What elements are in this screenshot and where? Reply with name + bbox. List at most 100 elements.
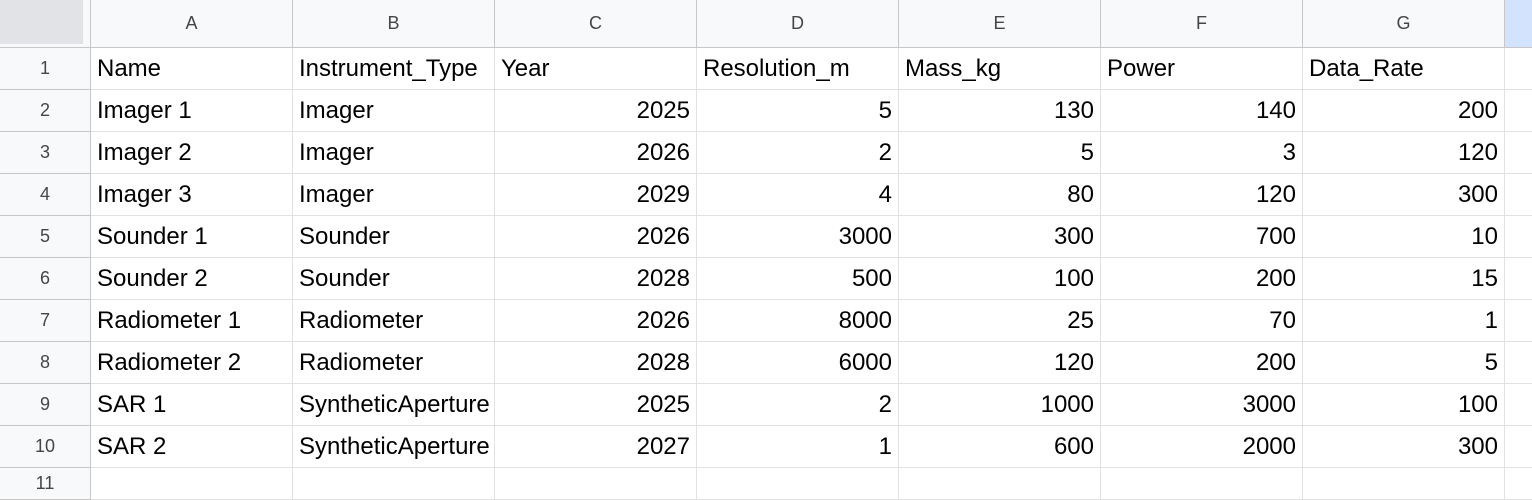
cell-d5[interactable]: 3000	[697, 216, 899, 258]
cell-g1[interactable]: Data_Rate	[1303, 48, 1505, 90]
cell-a1[interactable]: Name	[91, 48, 293, 90]
row-header-2[interactable]: 2	[0, 90, 91, 132]
column-header-b[interactable]: B	[293, 0, 495, 48]
cell-f9[interactable]: 3000	[1101, 384, 1303, 426]
cell-e9[interactable]: 1000	[899, 384, 1101, 426]
cell-g5[interactable]: 10	[1303, 216, 1505, 258]
cell-c1[interactable]: Year	[495, 48, 697, 90]
row-stub	[1505, 174, 1532, 216]
cell-c11[interactable]	[495, 468, 697, 500]
row-header-4[interactable]: 4	[0, 174, 91, 216]
cell-a3[interactable]: Imager 2	[91, 132, 293, 174]
cell-c5[interactable]: 2026	[495, 216, 697, 258]
cell-f2[interactable]: 140	[1101, 90, 1303, 132]
cell-f11[interactable]	[1101, 468, 1303, 500]
row-header-10[interactable]: 10	[0, 426, 91, 468]
corner-marker	[0, 0, 83, 44]
cell-c10[interactable]: 2027	[495, 426, 697, 468]
cell-c7[interactable]: 2026	[495, 300, 697, 342]
cell-g8[interactable]: 5	[1303, 342, 1505, 384]
cell-b4[interactable]: Imager	[293, 174, 495, 216]
cell-e11[interactable]	[899, 468, 1101, 500]
cell-d10[interactable]: 1	[697, 426, 899, 468]
column-header-d[interactable]: D	[697, 0, 899, 48]
cell-a9[interactable]: SAR 1	[91, 384, 293, 426]
cell-f4[interactable]: 120	[1101, 174, 1303, 216]
cell-e7[interactable]: 25	[899, 300, 1101, 342]
cell-g10[interactable]: 300	[1303, 426, 1505, 468]
cell-g4[interactable]: 300	[1303, 174, 1505, 216]
cell-g7[interactable]: 1	[1303, 300, 1505, 342]
cell-a11[interactable]	[91, 468, 293, 500]
cell-g9[interactable]: 100	[1303, 384, 1505, 426]
cell-c8[interactable]: 2028	[495, 342, 697, 384]
row-header-8[interactable]: 8	[0, 342, 91, 384]
cell-d9[interactable]: 2	[697, 384, 899, 426]
cell-d11[interactable]	[697, 468, 899, 500]
cell-e4[interactable]: 80	[899, 174, 1101, 216]
cell-e1[interactable]: Mass_kg	[899, 48, 1101, 90]
cell-g3[interactable]: 120	[1303, 132, 1505, 174]
cell-c6[interactable]: 2028	[495, 258, 697, 300]
cell-e6[interactable]: 100	[899, 258, 1101, 300]
cell-d2[interactable]: 5	[697, 90, 899, 132]
cell-b7[interactable]: Radiometer	[293, 300, 495, 342]
cell-a10[interactable]: SAR 2	[91, 426, 293, 468]
column-header-e[interactable]: E	[899, 0, 1101, 48]
column-header-c[interactable]: C	[495, 0, 697, 48]
cell-a6[interactable]: Sounder 2	[91, 258, 293, 300]
cell-c2[interactable]: 2025	[495, 90, 697, 132]
cell-e10[interactable]: 600	[899, 426, 1101, 468]
cell-e8[interactable]: 120	[899, 342, 1101, 384]
cell-a2[interactable]: Imager 1	[91, 90, 293, 132]
cell-d1[interactable]: Resolution_m	[697, 48, 899, 90]
cell-c9[interactable]: 2025	[495, 384, 697, 426]
row-header-1[interactable]: 1	[0, 48, 91, 90]
column-header-f[interactable]: F	[1101, 0, 1303, 48]
column-header-g[interactable]: G	[1303, 0, 1505, 48]
cell-b3[interactable]: Imager	[293, 132, 495, 174]
row-header-7[interactable]: 7	[0, 300, 91, 342]
cell-b8[interactable]: Radiometer	[293, 342, 495, 384]
cell-a8[interactable]: Radiometer 2	[91, 342, 293, 384]
row-header-5[interactable]: 5	[0, 216, 91, 258]
cell-b1[interactable]: Instrument_Type	[293, 48, 495, 90]
cell-f6[interactable]: 200	[1101, 258, 1303, 300]
cell-b2[interactable]: Imager	[293, 90, 495, 132]
row-header-11[interactable]: 11	[0, 468, 91, 500]
cell-b5[interactable]: Sounder	[293, 216, 495, 258]
cell-f1[interactable]: Power	[1101, 48, 1303, 90]
cell-c4[interactable]: 2029	[495, 174, 697, 216]
cell-b11[interactable]	[293, 468, 495, 500]
cell-e3[interactable]: 5	[899, 132, 1101, 174]
cell-f8[interactable]: 200	[1101, 342, 1303, 384]
cell-d3[interactable]: 2	[697, 132, 899, 174]
cell-d7[interactable]: 8000	[697, 300, 899, 342]
cell-b10[interactable]: SyntheticAperture	[293, 426, 495, 468]
cell-c3[interactable]: 2026	[495, 132, 697, 174]
cell-d4[interactable]: 4	[697, 174, 899, 216]
cell-b9[interactable]: SyntheticAperture	[293, 384, 495, 426]
row-header-9[interactable]: 9	[0, 384, 91, 426]
column-header-next[interactable]	[1505, 0, 1532, 48]
cell-e5[interactable]: 300	[899, 216, 1101, 258]
cell-d8[interactable]: 6000	[697, 342, 899, 384]
cell-f5[interactable]: 700	[1101, 216, 1303, 258]
row-header-6[interactable]: 6	[0, 258, 91, 300]
cell-d6[interactable]: 500	[697, 258, 899, 300]
cell-e2[interactable]: 130	[899, 90, 1101, 132]
column-header-a[interactable]: A	[91, 0, 293, 48]
cell-g11[interactable]	[1303, 468, 1505, 500]
cell-f7[interactable]: 70	[1101, 300, 1303, 342]
cell-g6[interactable]: 15	[1303, 258, 1505, 300]
cell-a4[interactable]: Imager 3	[91, 174, 293, 216]
cell-g2[interactable]: 200	[1303, 90, 1505, 132]
cell-b6[interactable]: Sounder	[293, 258, 495, 300]
cell-a7[interactable]: Radiometer 1	[91, 300, 293, 342]
cell-f10[interactable]: 2000	[1101, 426, 1303, 468]
select-all-corner[interactable]	[0, 0, 91, 48]
cell-f3[interactable]: 3	[1101, 132, 1303, 174]
cell-a5[interactable]: Sounder 1	[91, 216, 293, 258]
row-header-3[interactable]: 3	[0, 132, 91, 174]
